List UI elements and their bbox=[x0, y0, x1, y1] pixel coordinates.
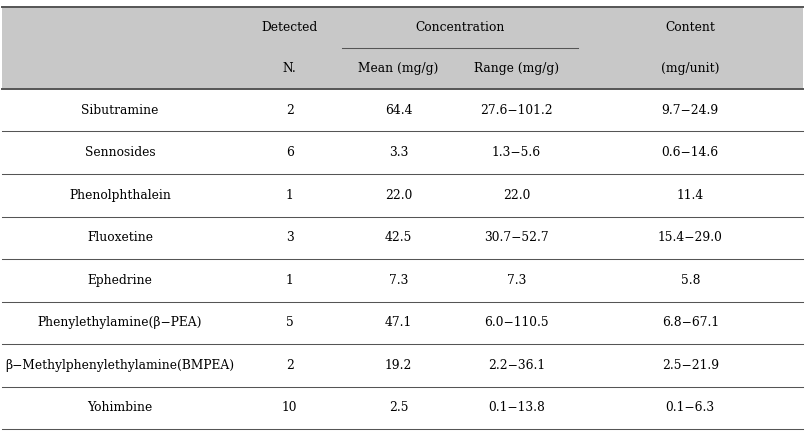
Text: 7.3: 7.3 bbox=[506, 274, 526, 287]
Text: 3: 3 bbox=[286, 231, 294, 244]
Text: Sibutramine: Sibutramine bbox=[81, 104, 159, 117]
Bar bbox=[2, 302, 803, 344]
Text: Yohimbine: Yohimbine bbox=[87, 401, 153, 414]
Text: 2.5: 2.5 bbox=[389, 401, 408, 414]
Text: 3.3: 3.3 bbox=[389, 146, 408, 159]
Text: Fluoxetine: Fluoxetine bbox=[87, 231, 153, 244]
Text: Mean (mg/g): Mean (mg/g) bbox=[358, 62, 439, 75]
Bar bbox=[2, 132, 803, 174]
Text: 27.6−101.2: 27.6−101.2 bbox=[480, 104, 553, 117]
Bar bbox=[2, 89, 803, 132]
Text: 11.4: 11.4 bbox=[677, 189, 704, 202]
Bar bbox=[2, 7, 803, 89]
Text: Phenolphthalein: Phenolphthalein bbox=[69, 189, 171, 202]
Text: Sennosides: Sennosides bbox=[85, 146, 155, 159]
Text: 6: 6 bbox=[286, 146, 294, 159]
Text: 30.7−52.7: 30.7−52.7 bbox=[484, 231, 549, 244]
Text: N.: N. bbox=[283, 62, 297, 75]
Text: 1: 1 bbox=[286, 189, 294, 202]
Text: 22.0: 22.0 bbox=[385, 189, 412, 202]
Text: 42.5: 42.5 bbox=[385, 231, 412, 244]
Text: 1: 1 bbox=[286, 274, 294, 287]
Text: 9.7−24.9: 9.7−24.9 bbox=[662, 104, 719, 117]
Text: Detected: Detected bbox=[262, 21, 318, 34]
Text: 19.2: 19.2 bbox=[385, 359, 412, 372]
Text: 6.0−110.5: 6.0−110.5 bbox=[484, 316, 549, 329]
Text: (mg/unit): (mg/unit) bbox=[661, 62, 720, 75]
Text: 47.1: 47.1 bbox=[385, 316, 412, 329]
Text: 2: 2 bbox=[286, 359, 294, 372]
Text: 22.0: 22.0 bbox=[502, 189, 530, 202]
Text: Concentration: Concentration bbox=[415, 21, 505, 34]
Text: 10: 10 bbox=[282, 401, 298, 414]
Text: 15.4−29.0: 15.4−29.0 bbox=[658, 231, 723, 244]
Bar bbox=[2, 387, 803, 429]
Text: Content: Content bbox=[666, 21, 715, 34]
Text: β−Methylphenylethylamine(BMPEA): β−Methylphenylethylamine(BMPEA) bbox=[6, 359, 234, 372]
Text: 1.3−5.6: 1.3−5.6 bbox=[492, 146, 541, 159]
Text: 0.6−14.6: 0.6−14.6 bbox=[662, 146, 719, 159]
Text: Range (mg/g): Range (mg/g) bbox=[474, 62, 559, 75]
Text: 7.3: 7.3 bbox=[389, 274, 408, 287]
Bar bbox=[2, 216, 803, 259]
Text: 5: 5 bbox=[286, 316, 294, 329]
Bar bbox=[2, 174, 803, 216]
Text: 6.8−67.1: 6.8−67.1 bbox=[662, 316, 719, 329]
Text: 64.4: 64.4 bbox=[385, 104, 412, 117]
Text: 0.1−6.3: 0.1−6.3 bbox=[666, 401, 715, 414]
Text: Phenylethylamine(β−PEA): Phenylethylamine(β−PEA) bbox=[38, 316, 202, 329]
Bar bbox=[2, 259, 803, 302]
Text: Ephedrine: Ephedrine bbox=[88, 274, 152, 287]
Bar bbox=[2, 344, 803, 387]
Text: 2.5−21.9: 2.5−21.9 bbox=[662, 359, 719, 372]
Text: 0.1−13.8: 0.1−13.8 bbox=[488, 401, 545, 414]
Text: 5.8: 5.8 bbox=[680, 274, 700, 287]
Text: 2.2−36.1: 2.2−36.1 bbox=[488, 359, 545, 372]
Text: 2: 2 bbox=[286, 104, 294, 117]
